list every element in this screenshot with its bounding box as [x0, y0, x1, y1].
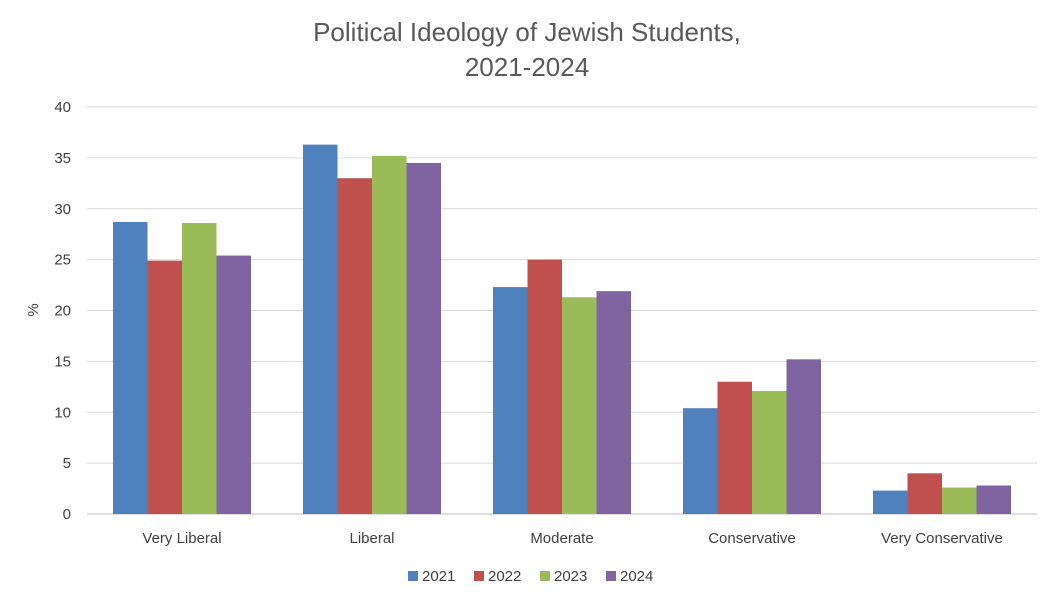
category-label: Conservative [708, 530, 796, 547]
y-axis-label: % [25, 303, 42, 316]
legend-swatch-2021 [408, 571, 418, 581]
category-label: Moderate [530, 530, 593, 547]
category-label: Very Conservative [881, 530, 1003, 547]
y-tick-label: 15 [54, 353, 71, 370]
bar-2023-1 [372, 155, 407, 514]
bar-2023-4 [942, 487, 977, 514]
y-tick-label: 5 [63, 455, 71, 472]
bar-2023-2 [562, 297, 597, 514]
category-label: Very Liberal [142, 530, 221, 547]
bar-2022-1 [337, 178, 372, 514]
bar-2021-1 [303, 144, 338, 514]
bar-2022-2 [527, 259, 562, 514]
bar-2021-0 [113, 221, 148, 515]
bar-2023-0 [182, 222, 217, 514]
y-tick-label: 10 [54, 404, 71, 421]
legend-label: 2021 [422, 568, 455, 585]
legend-swatch-2024 [606, 571, 616, 581]
chart-title-line1: Political Ideology of Jewish Students, [313, 17, 741, 47]
y-tick-label: 25 [54, 252, 71, 269]
bar-2022-3 [717, 381, 752, 514]
y-tick-label: 35 [54, 150, 71, 167]
bar-2024-3 [786, 359, 821, 514]
y-tick-label: 30 [54, 201, 71, 218]
y-tick-label: 40 [54, 99, 71, 116]
bar-2024-2 [596, 291, 631, 514]
bar-2021-2 [493, 287, 528, 514]
legend-label: 2022 [488, 568, 521, 585]
bar-2024-1 [406, 162, 441, 514]
legend-swatch-2022 [474, 571, 484, 581]
category-label: Liberal [349, 530, 394, 547]
y-tick-labels: 0 5 10 15 20 25 30 35 40 [54, 99, 71, 523]
bar-2024-0 [216, 255, 251, 514]
bar-2021-4 [873, 490, 908, 514]
bars [113, 144, 1011, 515]
legend-label: 2024 [620, 568, 653, 585]
category-labels: Very Liberal Liberal Moderate Conservative V… [142, 530, 1002, 547]
bar-2022-0 [147, 260, 182, 514]
legend-swatch-2023 [540, 571, 550, 581]
bar-2023-3 [752, 390, 787, 514]
chart-title-line2: 2021-2024 [465, 52, 589, 82]
bar-2021-3 [683, 408, 718, 514]
legend-label: 2023 [554, 568, 587, 585]
bar-2024-4 [976, 485, 1011, 514]
legend: 2021 2022 2023 2024 [408, 568, 653, 585]
y-tick-label: 20 [54, 303, 71, 320]
y-tick-label: 0 [63, 506, 71, 523]
bar-2022-4 [907, 473, 942, 514]
